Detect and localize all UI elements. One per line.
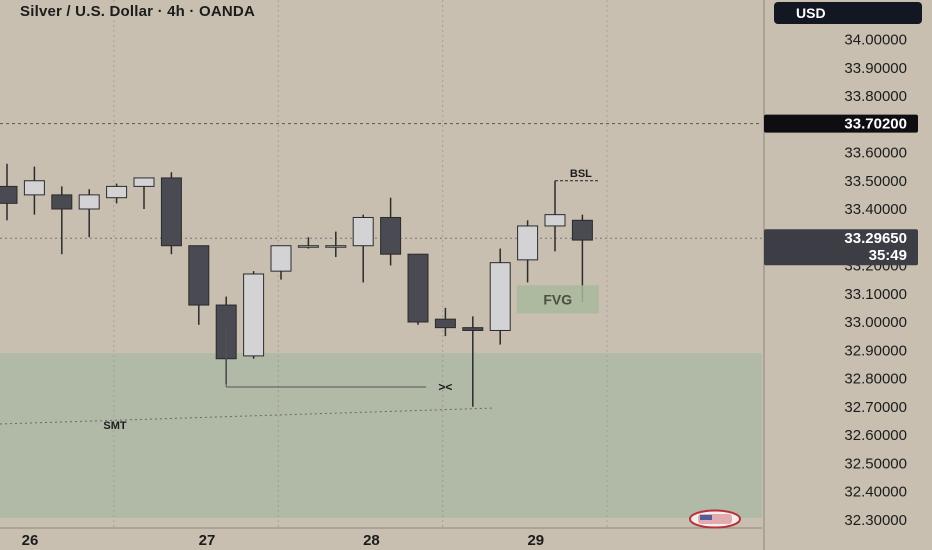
candle-body[interactable] [188, 245, 210, 306]
candle-body[interactable] [517, 225, 539, 261]
candle-body[interactable] [133, 177, 155, 187]
price-tick-label: 33.50000 [844, 173, 907, 190]
price-tick-label: 32.50000 [844, 455, 907, 472]
level-price-badge[interactable] [764, 114, 918, 133]
flag-badge-icon [689, 509, 741, 529]
price-tick-label: 32.70000 [844, 399, 907, 416]
price-tick-label: 33.60000 [844, 145, 907, 162]
cross-marker: >< [438, 380, 452, 394]
candle-body[interactable] [544, 214, 566, 227]
smt-label: SMT [103, 420, 127, 432]
time-tick-label: 28 [363, 532, 380, 549]
currency-badge[interactable]: USD [774, 2, 922, 24]
candle-body[interactable] [51, 194, 73, 210]
candle-body[interactable] [78, 194, 100, 210]
fvg-label: FVG [543, 291, 572, 307]
chart-title: Silver / U.S. Dollar · 4h · OANDA [20, 3, 255, 20]
candle-body[interactable] [297, 245, 319, 248]
price-tick-label: 33.80000 [844, 88, 907, 105]
price-tick-label: 32.30000 [844, 512, 907, 529]
price-tick-label: 33.00000 [844, 314, 907, 331]
candle-body[interactable] [489, 262, 511, 331]
candle-body[interactable] [352, 216, 374, 247]
current-price-label: 33.29650 [844, 230, 907, 247]
time-tick-label: 29 [527, 532, 544, 549]
demand-zone [0, 353, 762, 518]
price-tick-label: 32.90000 [844, 342, 907, 359]
current-price-badge[interactable] [764, 229, 918, 266]
candle-body[interactable] [160, 177, 182, 247]
candle-body[interactable] [270, 245, 292, 272]
candle-body[interactable] [407, 253, 429, 323]
time-tick-label: 26 [22, 532, 39, 549]
candle-body[interactable] [0, 185, 18, 204]
candle-body[interactable] [243, 273, 265, 357]
price-tick-label: 32.80000 [844, 371, 907, 388]
price-tick-label: 32.60000 [844, 427, 907, 444]
price-tick-label: 34.00000 [844, 32, 907, 49]
candle-body[interactable] [106, 185, 128, 199]
price-tick-label: 33.90000 [844, 60, 907, 77]
price-tick-label: 33.40000 [844, 201, 907, 218]
candle-body[interactable] [325, 245, 347, 248]
candle-body[interactable] [462, 327, 484, 331]
time-axis-strip [0, 528, 762, 550]
bsl-label: BSL [570, 168, 592, 180]
time-tick-label: 27 [199, 532, 216, 549]
level-price-label: 33.70200 [844, 116, 907, 133]
candle-body[interactable] [434, 318, 456, 329]
price-tick-label: 33.10000 [844, 286, 907, 303]
fvg-zone [516, 285, 599, 314]
candle-body[interactable] [23, 180, 45, 196]
candle-countdown: 35:49 [869, 247, 907, 264]
price-tick-label: 32.40000 [844, 484, 907, 501]
candle-body[interactable] [380, 216, 402, 255]
candle-body[interactable] [571, 219, 593, 241]
